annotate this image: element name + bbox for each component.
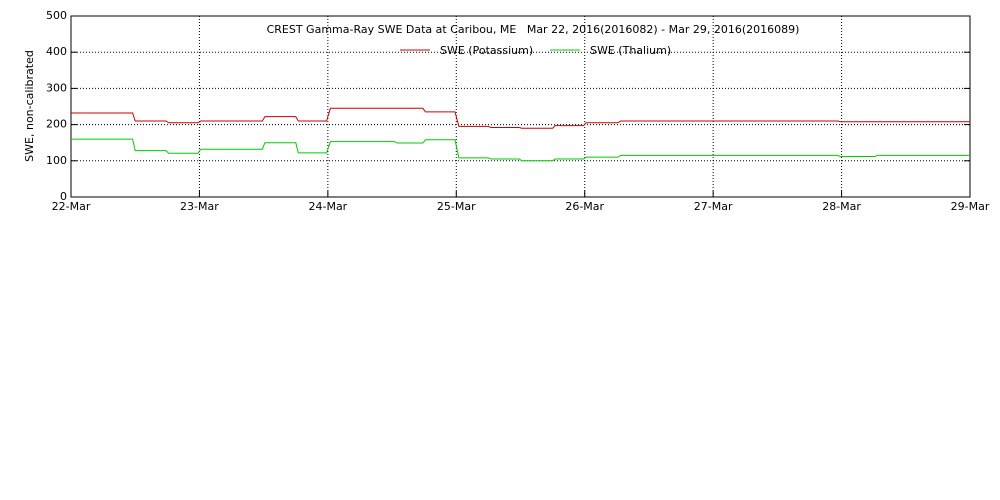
y-tick-label: 200 bbox=[46, 118, 67, 131]
x-tick-label: 23-Mar bbox=[180, 200, 219, 213]
x-tick-label: 24-Mar bbox=[308, 200, 347, 213]
y-tick-label: 500 bbox=[46, 9, 67, 22]
legend-label: SWE (Potassium) bbox=[440, 44, 533, 57]
x-tick-label: 26-Mar bbox=[565, 200, 604, 213]
y-tick-label: 0 bbox=[60, 190, 67, 203]
y-tick-label: 100 bbox=[46, 154, 67, 167]
legend-label: SWE (Thalium) bbox=[590, 44, 671, 57]
series-line bbox=[71, 107, 970, 129]
chart-title: CREST Gamma-Ray SWE Data at Caribou, ME … bbox=[267, 23, 800, 36]
y-tick-label: 400 bbox=[46, 45, 67, 58]
y-axis-label: SWE, non-calibrated bbox=[23, 50, 36, 162]
y-tick-label: 300 bbox=[46, 81, 67, 94]
series-line bbox=[71, 138, 970, 162]
x-tick-label: 25-Mar bbox=[437, 200, 476, 213]
plot-frame bbox=[70, 15, 971, 198]
x-tick-label: 22-Mar bbox=[52, 200, 91, 213]
x-tick-label: 29-Mar bbox=[951, 200, 990, 213]
x-tick-label: 27-Mar bbox=[694, 200, 733, 213]
x-tick-label: 28-Mar bbox=[822, 200, 861, 213]
